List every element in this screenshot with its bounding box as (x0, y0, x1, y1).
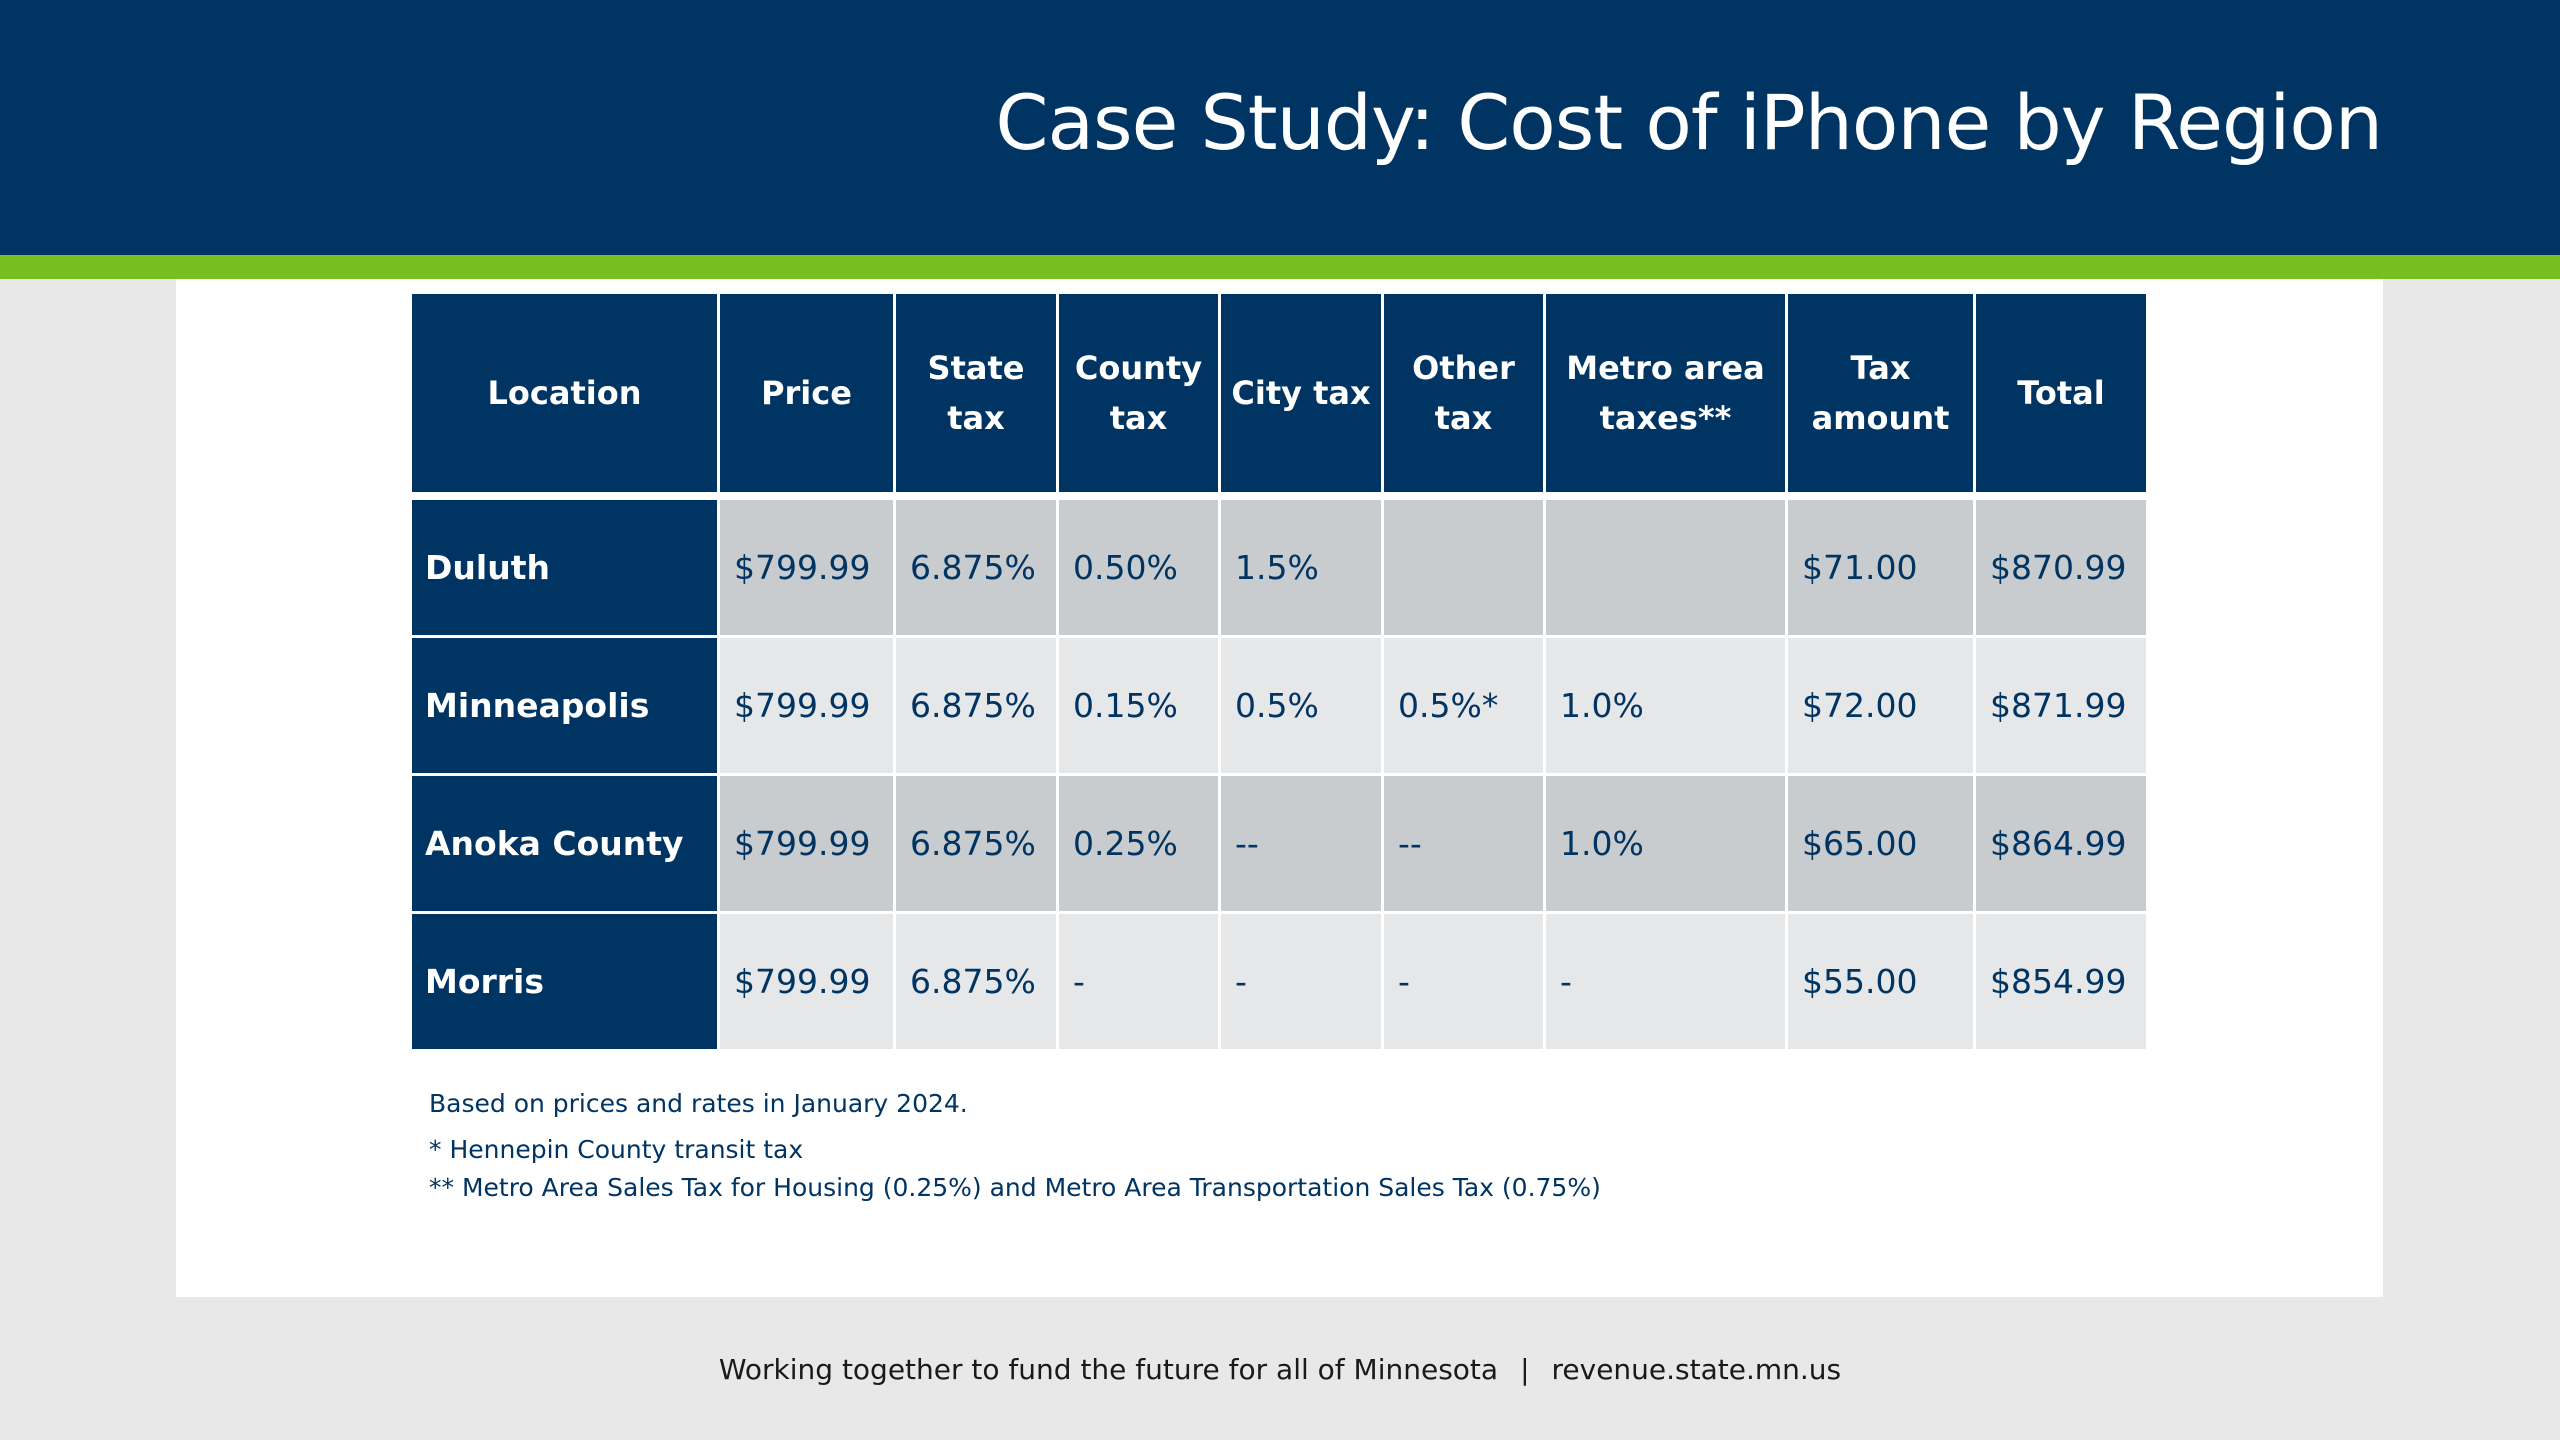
header-accent-stripe (0, 255, 2560, 279)
footer-url: revenue.state.mn.us (1551, 1353, 1842, 1386)
cell-county-tax: 0.25% (1059, 776, 1221, 914)
iphone-cost-table: Location Price State tax County tax City… (412, 294, 2146, 1052)
cell-state-tax: 6.875% (896, 638, 1059, 776)
cell-state-tax: 6.875% (896, 776, 1059, 914)
table-row-duluth: Duluth $799.99 6.875% 0.50% 1.5% $71.00 … (412, 500, 2146, 638)
table-row-morris: Morris $799.99 6.875% - - - - $55.00 $85… (412, 914, 2146, 1052)
slide-header (0, 0, 2560, 255)
cell-metro-taxes: 1.0% (1546, 638, 1788, 776)
cell-city-tax: - (1221, 914, 1384, 1052)
cell-tax-amount: $55.00 (1788, 914, 1976, 1052)
cell-metro-taxes (1546, 500, 1788, 638)
header-price: Price (720, 294, 896, 500)
cell-tax-amount: $72.00 (1788, 638, 1976, 776)
cell-tax-amount: $71.00 (1788, 500, 1976, 638)
cell-city-tax: 0.5% (1221, 638, 1384, 776)
header-other-tax: Other tax (1384, 294, 1546, 500)
cell-metro-taxes: - (1546, 914, 1788, 1052)
cell-total: $864.99 (1976, 776, 2146, 914)
slide-footer: Working together to fund the future for … (0, 1350, 2560, 1390)
date-note: Based on prices and rates in January 202… (429, 1089, 968, 1118)
header-location: Location (412, 294, 720, 500)
cell-price: $799.99 (720, 638, 896, 776)
cell-state-tax: 6.875% (896, 500, 1059, 638)
cell-tax-amount: $65.00 (1788, 776, 1976, 914)
table-notes: Based on prices and rates in January 202… (429, 1085, 1601, 1207)
cell-county-tax: - (1059, 914, 1221, 1052)
table-row-anoka-county: Anoka County $799.99 6.875% 0.25% -- -- … (412, 776, 2146, 914)
table-row-minneapolis: Minneapolis $799.99 6.875% 0.15% 0.5% 0.… (412, 638, 2146, 776)
footer-separator: | (1520, 1353, 1530, 1386)
header-tax-amount: Tax amount (1788, 294, 1976, 500)
footnote-metro-area: ** Metro Area Sales Tax for Housing (0.2… (429, 1173, 1601, 1202)
cell-metro-taxes: 1.0% (1546, 776, 1788, 914)
cell-total: $871.99 (1976, 638, 2146, 776)
cell-total: $870.99 (1976, 500, 2146, 638)
header-total: Total (1976, 294, 2146, 500)
footnote-hennepin: * Hennepin County transit tax (429, 1135, 804, 1164)
cell-other-tax: - (1384, 914, 1546, 1052)
header-metro-taxes: Metro area taxes** (1546, 294, 1788, 500)
header-state-tax: State tax (896, 294, 1059, 500)
cell-location: Minneapolis (412, 638, 720, 776)
cell-city-tax: 1.5% (1221, 500, 1384, 638)
cell-price: $799.99 (720, 500, 896, 638)
cell-price: $799.99 (720, 914, 896, 1052)
cell-state-tax: 6.875% (896, 914, 1059, 1052)
table-header-row: Location Price State tax County tax City… (412, 294, 2146, 500)
cell-county-tax: 0.15% (1059, 638, 1221, 776)
header-county-tax: County tax (1059, 294, 1221, 500)
cell-county-tax: 0.50% (1059, 500, 1221, 638)
cell-other-tax: -- (1384, 776, 1546, 914)
cell-location: Anoka County (412, 776, 720, 914)
cell-other-tax (1384, 500, 1546, 638)
footer-tagline: Working together to fund the future for … (718, 1353, 1499, 1386)
cell-total: $854.99 (1976, 914, 2146, 1052)
cell-price: $799.99 (720, 776, 896, 914)
header-city-tax: City tax (1221, 294, 1384, 500)
cell-location: Morris (412, 914, 720, 1052)
cell-city-tax: -- (1221, 776, 1384, 914)
slide-title: Case Study: Cost of iPhone by Region (995, 78, 2383, 167)
cell-location: Duluth (412, 500, 720, 638)
cell-other-tax: 0.5%* (1384, 638, 1546, 776)
